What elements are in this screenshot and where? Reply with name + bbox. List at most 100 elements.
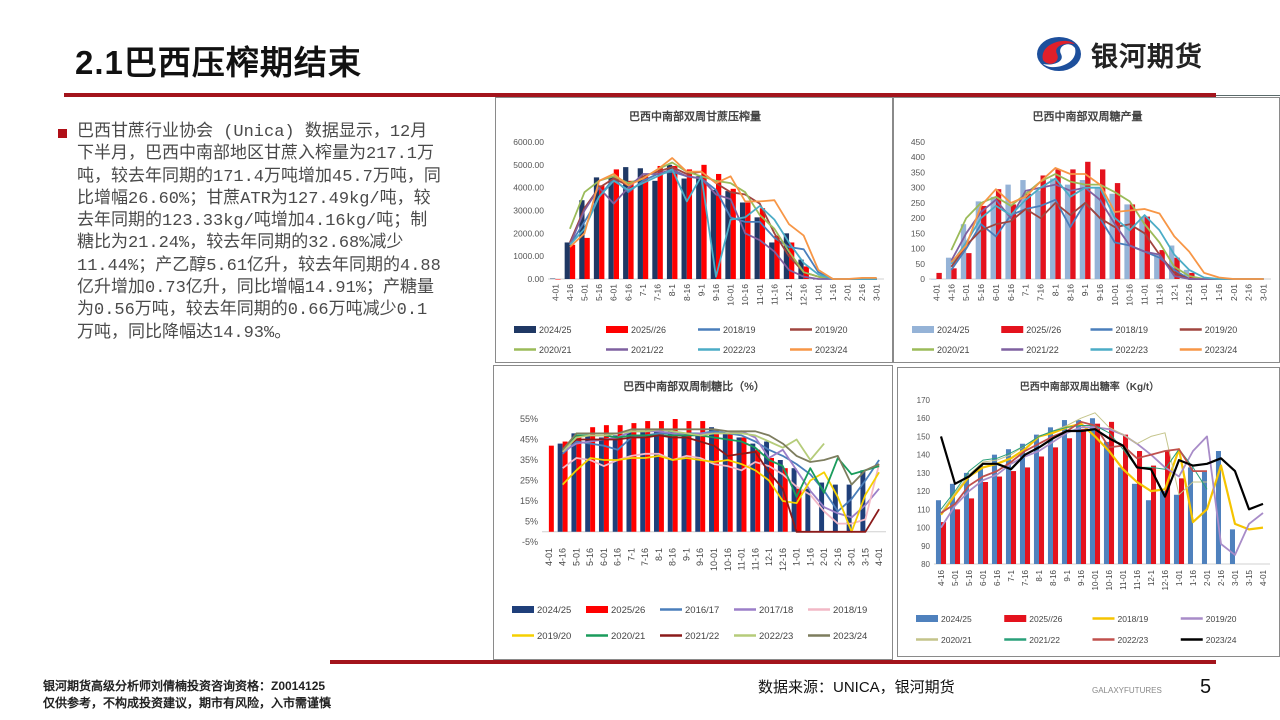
- x-tick-label: 10-01: [1110, 284, 1120, 306]
- bar-2025-26-7-16: [1040, 175, 1046, 279]
- bar-2024-25-9-1: [696, 176, 702, 279]
- bar-2024-25-10-01: [1089, 418, 1095, 564]
- bar-2025-26-6-01: [983, 482, 989, 564]
- y-tick-label: -5%: [522, 537, 538, 547]
- y-tick-label: 160: [917, 414, 931, 423]
- legend-label: 2020/21: [941, 635, 972, 645]
- y-tick-label: 100: [911, 244, 925, 254]
- footer-divider: [330, 660, 1216, 664]
- y-tick-label: 170: [917, 396, 931, 405]
- bar-2025-26-10-16: [1109, 421, 1115, 564]
- line-series-2021-22: [569, 168, 877, 280]
- legend-item: 2024/25: [916, 614, 972, 624]
- x-tick-label: 9-16: [711, 284, 721, 301]
- bar-2024-25-6-01: [598, 437, 604, 532]
- legend-label: 2023/24: [1206, 635, 1237, 645]
- x-tick-label: 2-16: [833, 548, 843, 566]
- y-tick-label: 150: [911, 228, 925, 238]
- bar-2025-26-9-16: [1081, 429, 1087, 564]
- bar-2024-25-8-1: [666, 164, 673, 279]
- bar-2024-25-1-01: [791, 468, 797, 532]
- bar-2024-25-5-01: [949, 483, 955, 564]
- x-tick-label: 12-1: [1169, 284, 1179, 301]
- x-tick-label: 4-16: [937, 569, 946, 586]
- galaxy-logo-icon: [1037, 37, 1081, 71]
- bar-2025-26-4-01: [936, 272, 942, 279]
- x-tick-label: 9-16: [695, 548, 705, 566]
- bar-2024-25-7-16: [1035, 190, 1041, 279]
- x-tick-label: 1-01: [813, 284, 823, 301]
- x-tick-label: 10-16: [740, 284, 750, 306]
- x-tick-label: 12-16: [1184, 284, 1194, 306]
- bar-2024-25-1-16: [805, 488, 811, 532]
- line-series-2018-19: [940, 422, 1264, 531]
- y-tick-label: 6000.00: [513, 137, 544, 147]
- x-tick-label: 11-16: [1154, 284, 1164, 305]
- bar-2025-26-12-1: [769, 457, 774, 532]
- legend-label: 2022/23: [723, 345, 756, 355]
- legend-item: 2021/22: [606, 345, 664, 355]
- y-tick-label: 80: [921, 560, 930, 569]
- legend-label: 2018/19: [723, 325, 756, 335]
- bar-2025-26-6-16: [1010, 204, 1017, 279]
- chart-title: 巴西中南部双周甘蔗压榨量: [629, 109, 761, 123]
- legend-item: 2023/24: [808, 631, 867, 642]
- legend-label: 2024/25: [937, 325, 970, 335]
- y-tick-label: 55%: [520, 414, 538, 424]
- bar-2024-25-11-01: [1117, 467, 1123, 564]
- x-tick-label: 7-1: [626, 548, 636, 561]
- legend-item: 2022/23: [1092, 635, 1148, 645]
- bar-2024-25-5-16: [593, 177, 600, 279]
- y-tick-label: 5%: [525, 517, 538, 527]
- x-tick-label: 5-01: [571, 548, 581, 566]
- bar-2025-26-11-16: [755, 449, 761, 532]
- bar-2025-26-11-16: [1137, 451, 1143, 564]
- bar-2025-26-5-01: [584, 237, 590, 279]
- legend-item: 2024/25: [912, 325, 970, 335]
- x-tick-label: 2-01: [819, 548, 829, 566]
- bar-2024-25-10-16: [739, 202, 746, 279]
- y-tick-label: 250: [911, 198, 925, 208]
- line-series-2023-24: [950, 167, 1264, 280]
- legend-item: 2016/17: [660, 605, 719, 616]
- legend-item: 2019/20: [1179, 325, 1237, 335]
- bar-2025-26-12-1: [1151, 465, 1157, 564]
- bar-2024-25-4-16: [935, 500, 941, 564]
- legend-label: 2025//26: [631, 325, 666, 335]
- bar-2024-25-11-16: [750, 443, 756, 532]
- bar-2024-25-11-16: [1131, 483, 1137, 564]
- legend-label: 2023/24: [1205, 345, 1238, 355]
- x-tick-label: 2-16: [1244, 284, 1254, 301]
- x-tick-label: 9-1: [1080, 284, 1090, 297]
- bar-2024-25-4-01: [931, 279, 937, 280]
- bar-2024-25-8-16: [681, 178, 687, 279]
- bar-2024-25-9-16: [695, 433, 701, 532]
- bar-2025-26-9-1: [1085, 161, 1091, 279]
- bar-2025-26-10-01: [730, 188, 736, 279]
- x-tick-label: 11-16: [1133, 569, 1142, 589]
- logo-text: 银河期货: [1091, 41, 1203, 72]
- x-tick-label: 1-16: [1214, 284, 1224, 301]
- bar-2025-26-5-16: [599, 185, 605, 279]
- data-source: 数据来源：UNICA，银河期货: [758, 679, 955, 696]
- x-tick-label: 5-16: [594, 284, 604, 301]
- line-series-2022-23: [569, 168, 877, 280]
- x-tick-label: 8-1: [654, 548, 664, 561]
- legend-swatch: [586, 606, 608, 613]
- legend-label: 2019/20: [537, 631, 571, 642]
- legend-item: 2025/26: [586, 605, 645, 616]
- legend-label: 2024/25: [537, 605, 571, 616]
- legend-item: 2018/19: [1090, 325, 1148, 335]
- x-tick-label: 12-16: [799, 284, 809, 306]
- bar-2024-25-11-16: [769, 242, 775, 279]
- legend-label: 2020/21: [611, 631, 645, 642]
- x-tick-label: 10-01: [726, 284, 736, 306]
- bar-2024-25-12-1: [1145, 500, 1151, 564]
- bar-2024-25-4-16: [557, 443, 563, 532]
- y-tick-label: 1000.00: [513, 251, 544, 261]
- y-tick-label: 110: [917, 505, 930, 514]
- legend-item: 2018/19: [808, 605, 867, 616]
- bar-2024-25-6-16: [623, 167, 629, 279]
- legend-label: 2022/23: [1116, 345, 1149, 355]
- bar-2025-26-6-01: [603, 425, 609, 532]
